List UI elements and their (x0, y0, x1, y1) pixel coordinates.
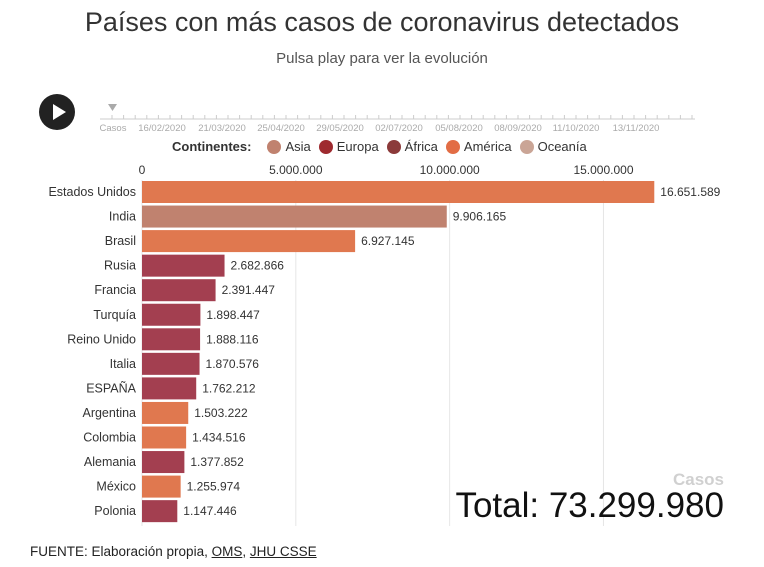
legend: Continentes: Asia Europa África América Ocea… (172, 139, 595, 154)
category-label: Turquía (93, 308, 136, 322)
timeline-label: 11/10/2020 (553, 123, 600, 134)
category-label: México (96, 480, 136, 494)
source-separator: , (242, 544, 250, 559)
bar (142, 401, 189, 424)
legend-item-1[interactable]: Europa (318, 139, 379, 154)
legend-swatch (267, 139, 282, 154)
legend-label: Asia (285, 139, 311, 154)
value-label: 2.682.866 (231, 259, 285, 273)
chart-title: Países con más casos de coronavirus dete… (84, 7, 680, 37)
x-tick-label: 0 (139, 163, 146, 177)
bar (142, 475, 181, 498)
timeline-label: 02/07/2020 (375, 123, 423, 134)
category-label: Francia (94, 283, 136, 297)
chart-subtitle: Pulsa play para ver la evolución (276, 50, 488, 67)
bar (142, 500, 178, 523)
category-label: Rusia (104, 259, 136, 273)
play-icon (53, 104, 66, 120)
timeline-slider[interactable]: Casos 16/02/2020 21/03/2020 25/04/2020 29/05… (0, 0, 764, 140)
category-label: Estados Unidos (48, 185, 136, 199)
value-label: 1.762.212 (202, 381, 256, 395)
legend-item-4[interactable]: Oceanía (519, 139, 587, 154)
total-value: Total: 73.299.980 (455, 486, 724, 525)
timeline-label: Casos (100, 123, 127, 134)
legend-swatch (386, 139, 401, 154)
total-label: Casos (672, 470, 724, 489)
legend-item-3[interactable]: América (445, 139, 512, 154)
legend-items: Asia Europa África América Oceanía (267, 139, 594, 154)
legend-item-2[interactable]: África (386, 139, 438, 154)
bar (142, 230, 356, 253)
timeline-label: 05/08/2020 (435, 123, 483, 134)
category-label: Brasil (105, 234, 136, 248)
value-label: 9.906.165 (453, 210, 507, 224)
timeline-label: 29/05/2020 (316, 123, 364, 134)
category-label: ESPAÑA (86, 381, 136, 395)
bar (142, 352, 200, 375)
category-label: Alemania (84, 455, 136, 469)
x-tick-label: 15.000.000 (573, 163, 633, 177)
legend-swatch (318, 139, 333, 154)
bar (142, 205, 447, 228)
category-label: Reino Unido (67, 332, 136, 346)
value-label: 1.377.852 (190, 455, 244, 469)
category-label: Polonia (94, 504, 136, 518)
legend-label: Europa (336, 139, 379, 154)
value-label: 1.503.222 (194, 406, 248, 420)
source-note: FUENTE: Elaboración propia, OMS, JHU CSS… (30, 544, 317, 559)
timeline-label: 16/02/2020 (138, 123, 186, 134)
bar (142, 426, 187, 449)
timeline-label: 21/03/2020 (198, 123, 246, 134)
value-label: 6.927.145 (361, 234, 415, 248)
value-label: 1.898.447 (206, 308, 260, 322)
bar (142, 377, 197, 400)
source-link-oms[interactable]: OMS (211, 544, 243, 559)
bar (142, 328, 201, 351)
x-tick-label: 5.000.000 (269, 163, 323, 177)
value-label: 2.391.447 (222, 283, 276, 297)
legend-title: Continentes: (172, 139, 252, 154)
timeline-handle[interactable] (108, 104, 117, 111)
timeline-label: 08/09/2020 (494, 123, 542, 134)
value-label: 1.888.116 (206, 332, 259, 346)
timeline-label: 25/04/2020 (257, 123, 305, 134)
value-label: 16.651.589 (660, 185, 720, 199)
bar-chart: 0 5.000.000 10.000.000 15.000.000 Estados Un… (48, 163, 721, 526)
legend-label: África (404, 139, 438, 154)
bar (142, 279, 216, 302)
legend-label: Oceanía (537, 139, 587, 154)
value-label: 1.147.446 (183, 504, 237, 518)
bar (142, 303, 201, 326)
value-label: 1.255.974 (187, 480, 241, 494)
bar (142, 254, 225, 277)
value-label: 1.870.576 (206, 357, 260, 371)
bar (142, 451, 185, 474)
category-label: Argentina (82, 406, 136, 420)
legend-swatch (445, 139, 460, 154)
play-button[interactable] (39, 94, 75, 130)
value-label: 1.434.516 (192, 431, 246, 445)
legend-label: América (463, 139, 512, 154)
legend-item-0[interactable]: Asia (267, 139, 311, 154)
source-prefix: FUENTE: Elaboración propia, (30, 544, 212, 559)
bar (142, 181, 655, 203)
category-label: India (109, 210, 136, 224)
legend-swatch (519, 139, 534, 154)
source-link-jhu[interactable]: JHU CSSE (249, 544, 317, 559)
timeline-label: 13/11/2020 (613, 123, 660, 134)
category-label: Colombia (83, 431, 136, 445)
x-tick-label: 10.000.000 (420, 163, 480, 177)
category-label: Italia (110, 357, 136, 371)
